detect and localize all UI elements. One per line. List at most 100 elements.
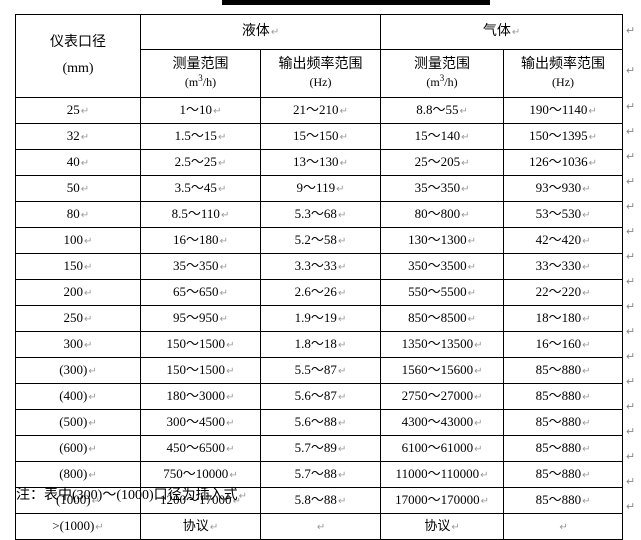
cell-liquid-freq-value: 5.6～88 (294, 414, 337, 430)
return-mark: ↵ (226, 418, 235, 430)
cell-liquid-freq: ↵ (259, 513, 382, 540)
cell-liquid-freq-value: 21～210 (293, 102, 339, 118)
return-mark: ↵ (474, 444, 483, 456)
cell-gas-freq-value: 16～160 (535, 336, 582, 352)
cell-liquid-range-value: 16～180 (173, 232, 219, 248)
return-mark: ↵ (626, 276, 636, 288)
return-mark: ↵ (582, 288, 591, 300)
cell-gas-range-value: 80～800 (414, 206, 461, 222)
return-mark: ↵ (451, 522, 460, 534)
return-mark: ↵ (461, 158, 470, 170)
cell-gas-range-value: 1350～13500 (401, 336, 474, 352)
return-mark: ↵ (84, 340, 93, 352)
cell-liquid-range: 450～6500↵ (140, 435, 261, 462)
cell-liquid-freq: 5.8～88↵ (259, 487, 382, 514)
return-mark: ↵ (467, 314, 476, 326)
return-mark: ↵ (582, 418, 591, 430)
cell-gas-range-value: 25～205 (414, 154, 461, 170)
return-mark: ↵ (467, 236, 476, 248)
cell-liquid-freq-value: 5.8～88 (294, 492, 337, 508)
cell-liquid-range: 1.5～15↵ (140, 123, 261, 150)
return-mark: ↵ (209, 522, 219, 534)
cell-gas-range: 协议↵ (380, 513, 505, 540)
cell-liquid-freq: 21～210↵ (259, 97, 382, 124)
cell-diameter: 300↵ (15, 331, 141, 358)
cell-diameter: >(1000)↵ (15, 513, 141, 540)
return-mark: ↵ (80, 132, 90, 144)
table-header: 仪表口径 (mm) 液体↵ 气体↵ 测量范围 (m3/h) (15, 14, 624, 98)
spec-table-container: 仪表口径 (mm) 液体↵ 气体↵ 测量范围 (m3/h) (15, 14, 624, 540)
return-mark: ↵ (626, 301, 636, 313)
cell-gas-freq-value: 42～420 (535, 232, 582, 248)
cell-liquid-range-value: 1～10 (179, 102, 213, 118)
return-mark: ↵ (91, 496, 101, 508)
cell-gas-range-value: 350～3500 (408, 258, 467, 274)
cell-gas-range: 11000～110000↵ (380, 461, 505, 488)
return-mark: ↵ (88, 418, 97, 430)
return-mark: ↵ (84, 262, 93, 274)
cell-gas-range: 350～3500↵ (380, 253, 505, 280)
header-gas-range-label: 测量范围 (414, 57, 471, 73)
return-mark: ↵ (588, 106, 597, 118)
cell-gas-freq: 85～880↵ (503, 487, 624, 514)
cell-diameter: (300)↵ (15, 357, 141, 384)
header-cell-diameter: 仪表口径 (mm) (15, 14, 141, 98)
unit-sup: 3 (439, 73, 445, 84)
return-mark: ↵ (474, 340, 483, 352)
header-diameter-line1: 仪表口径 (50, 35, 106, 51)
header-cell-gas-freq: 输出频率范围 (Hz) (503, 49, 624, 98)
return-mark: ↵ (480, 496, 489, 508)
cell-liquid-range: 3.5～45↵ (140, 175, 261, 202)
cell-liquid-freq-value: 15～150 (293, 128, 339, 144)
cell-diameter: (500)↵ (15, 409, 141, 436)
cell-diameter-value: 50 (66, 180, 80, 196)
cell-diameter: 250↵ (15, 305, 141, 332)
cell-liquid-range-value: 1200～17000 (160, 492, 232, 508)
cell-diameter: 150↵ (15, 253, 141, 280)
header-diameter-line2: (mm) (62, 60, 94, 76)
cell-gas-range: 80～800↵ (380, 201, 505, 228)
return-mark: ↵ (339, 158, 348, 170)
return-mark: ↵ (626, 426, 636, 438)
header-liquid-freq-unit: (Hz) (309, 75, 332, 90)
table-row: >(1000)↵ 协议↵ ↵ 协议↵ ↵ (15, 513, 624, 540)
cell-gas-range: 4300～43000↵ (380, 409, 505, 436)
return-mark: ↵ (461, 132, 470, 144)
paragraph-marks-column: ↵ ↵ ↵ ↵ ↵ ↵ ↵ ↵ ↵ ↵ ↵ ↵ ↵ ↵ ↵ ↵ ↵ ↵ ↵ (626, 14, 641, 520)
table-row: (300)↵ 150～1500↵ 5.5～87↵ 1560～15600↵ 85～880↵ (15, 357, 624, 384)
table-row: 50↵ 3.5～45↵ 9～119↵ 35～350↵ 93～930↵ (15, 175, 624, 202)
cell-liquid-freq-value: 1.8～18 (294, 336, 337, 352)
cell-gas-freq-value: 85～880 (535, 440, 582, 456)
return-mark: ↵ (626, 25, 636, 37)
header-group-gas-label: 气体 (482, 23, 511, 39)
return-mark: ↵ (217, 158, 227, 170)
cell-diameter: (600)↵ (15, 435, 141, 462)
cell-gas-range-value: 11000～110000 (395, 466, 480, 482)
return-mark: ↵ (229, 470, 238, 482)
return-mark: ↵ (480, 470, 489, 482)
cell-gas-range-value: 8.8～55 (416, 102, 459, 118)
return-mark: ↵ (336, 184, 345, 196)
return-mark: ↵ (582, 210, 591, 222)
cell-liquid-freq: 2.6～26↵ (259, 279, 382, 306)
table-row: 80↵ 8.5～110↵ 5.3～68↵ 80～800↵ 53～530↵ (15, 201, 624, 228)
return-mark: ↵ (213, 106, 222, 118)
cell-diameter-value: 32 (66, 128, 80, 144)
cell-gas-freq-value: 85～880 (535, 388, 582, 404)
cell-diameter-value: 100 (63, 232, 84, 248)
flowmeter-spec-table: 仪表口径 (mm) 液体↵ 气体↵ 测量范围 (m3/h) (15, 14, 624, 540)
cell-gas-freq: 33～330↵ (503, 253, 624, 280)
cell-liquid-freq-value: 5.7～89 (294, 440, 337, 456)
cell-liquid-range-value: 450～6500 (166, 440, 226, 456)
cell-diameter: 40↵ (15, 149, 141, 176)
return-mark: ↵ (582, 236, 591, 248)
cell-gas-freq: 126～1036↵ (503, 149, 624, 176)
return-mark: ↵ (467, 262, 476, 274)
cell-diameter-value: 25 (66, 102, 80, 118)
table-row: 25↵ 1～10↵ 21～210↵ 8.8～55↵ 190～1140↵ (15, 97, 624, 124)
return-mark: ↵ (226, 366, 235, 378)
unit-sup: 3 (198, 73, 203, 84)
unit-pre: (m (184, 75, 199, 90)
return-mark: ↵ (80, 184, 90, 196)
header-cell-liquid-range: 测量范围 (m3/h) (140, 49, 261, 98)
